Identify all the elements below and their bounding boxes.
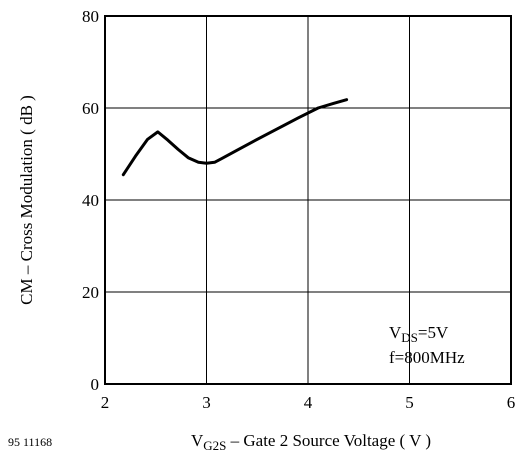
series-layer xyxy=(121,98,349,177)
y-tick-label: 80 xyxy=(82,7,99,26)
plot-frame xyxy=(104,15,512,385)
y-tick-label: 40 xyxy=(82,191,99,210)
annotation-vds-subscript: DS xyxy=(401,330,418,345)
x-tick-label: 2 xyxy=(101,393,110,412)
y-tick-label: 0 xyxy=(91,375,100,394)
y-tick-label: 20 xyxy=(82,283,99,302)
x-axis-title-rest: – Gate 2 Source Voltage ( V ) xyxy=(226,431,431,450)
x-tick-label: 6 xyxy=(507,393,516,412)
x-axis-title: VG2S – Gate 2 Source Voltage ( V ) xyxy=(191,431,431,453)
figure-code: 95 11168 xyxy=(8,435,52,449)
x-tick-label: 4 xyxy=(304,393,313,412)
y-tick-label: 60 xyxy=(82,99,99,118)
x-axis-title-subscript: G2S xyxy=(203,438,226,453)
grid-lines xyxy=(105,16,511,384)
series-line xyxy=(121,98,349,177)
y-axis-title: CM – Cross Modulation ( dB ) xyxy=(17,95,36,305)
x-tick-labels: 2 3 4 5 6 xyxy=(101,393,516,412)
x-tick-label: 5 xyxy=(405,393,414,412)
y-tick-labels: 0 20 40 60 80 xyxy=(82,7,99,394)
x-tick-label: 3 xyxy=(202,393,211,412)
annotation-vds-prefix: V xyxy=(389,323,402,342)
x-axis-title-prefix: V xyxy=(191,431,204,450)
annotation-vds-value: =5V xyxy=(418,323,449,342)
annotation-frequency: f=800MHz xyxy=(389,348,465,367)
annotation-vds: VDS=5V xyxy=(389,323,449,345)
